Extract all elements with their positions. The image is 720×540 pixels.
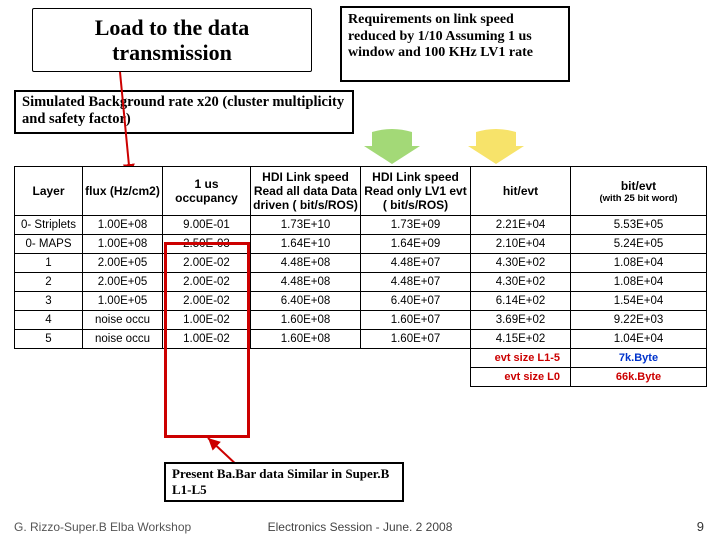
- table-header-row: Layer flux (Hz/cm2) 1 us occupancy HDI L…: [15, 167, 707, 216]
- cell-flux: noise occu: [83, 311, 163, 330]
- cell-hit: 3.69E+02: [471, 311, 571, 330]
- cell-link-all: 1.60E+08: [251, 330, 361, 349]
- cell-hit: 4.30E+02: [471, 254, 571, 273]
- cell-link-lv1: 1.64E+09: [361, 235, 471, 254]
- evt-label: evt size L0: [471, 368, 571, 387]
- cell-occ: 1.00E-02: [163, 330, 251, 349]
- table-row: 1 2.00E+05 2.00E-02 4.48E+08 4.48E+07 4.…: [15, 254, 707, 273]
- table-row: 4 noise occu 1.00E-02 1.60E+08 1.60E+07 …: [15, 311, 707, 330]
- cell-layer: 5: [15, 330, 83, 349]
- cell-bit: 9.22E+03: [571, 311, 707, 330]
- data-table: Layer flux (Hz/cm2) 1 us occupancy HDI L…: [14, 166, 707, 387]
- cell-link-lv1: 4.48E+07: [361, 254, 471, 273]
- cell-flux: 1.00E+08: [83, 216, 163, 235]
- cell-flux: 2.00E+05: [83, 273, 163, 292]
- cell-layer: 0- Striplets: [15, 216, 83, 235]
- cell-occ: 2.50E-03: [163, 235, 251, 254]
- cell-flux: 2.00E+05: [83, 254, 163, 273]
- col-bit-evt-main: bit/evt: [621, 179, 656, 193]
- cell-link-lv1: 4.48E+07: [361, 273, 471, 292]
- cell-flux: noise occu: [83, 330, 163, 349]
- cell-link-all: 1.60E+08: [251, 311, 361, 330]
- simulated-bg-box: Simulated Background rate x20 (cluster m…: [14, 90, 354, 134]
- cell-link-lv1: 1.73E+09: [361, 216, 471, 235]
- cell-bit: 1.04E+04: [571, 330, 707, 349]
- cell-occ: 2.00E-02: [163, 254, 251, 273]
- arrow-down-green-icon: [362, 128, 422, 166]
- col-link-all: HDI Link speed Read all data Data driven…: [251, 167, 361, 216]
- cell-layer: 4: [15, 311, 83, 330]
- evt-label: evt size L1-5: [471, 349, 571, 368]
- cell-link-all: 1.64E+10: [251, 235, 361, 254]
- evt-size-row: evt size L0 66k.Byte: [15, 368, 707, 387]
- arrow-down-yellow: [466, 128, 526, 166]
- cell-flux: 1.00E+05: [83, 292, 163, 311]
- col-flux: flux (Hz/cm2): [83, 167, 163, 216]
- title-text: Load to the data transmission: [33, 15, 311, 66]
- table-row: 0- MAPS 1.00E+08 2.50E-03 1.64E+10 1.64E…: [15, 235, 707, 254]
- col-bit-evt-sub: (with 25 bit word): [573, 193, 704, 204]
- cell-hit: 2.10E+04: [471, 235, 571, 254]
- cell-layer: 3: [15, 292, 83, 311]
- evt-value: 66k.Byte: [571, 368, 707, 387]
- requirements-box: Requirements on link speed reduced by 1/…: [340, 6, 570, 82]
- cell-bit: 5.53E+05: [571, 216, 707, 235]
- footer-session: Electronics Session - June. 2 2008: [0, 520, 720, 534]
- cell-bit: 1.08E+04: [571, 273, 707, 292]
- cell-link-all: 4.48E+08: [251, 254, 361, 273]
- cell-hit: 4.30E+02: [471, 273, 571, 292]
- cell-occ: 2.00E-02: [163, 273, 251, 292]
- evt-size-row: evt size L1-5 7k.Byte: [15, 349, 707, 368]
- present-data-text: Present Ba.Bar data Similar in Super.B L…: [172, 466, 389, 497]
- present-data-box: Present Ba.Bar data Similar in Super.B L…: [164, 462, 404, 502]
- evt-value: 7k.Byte: [571, 349, 707, 368]
- cell-hit: 2.21E+04: [471, 216, 571, 235]
- cell-occ: 2.00E-02: [163, 292, 251, 311]
- col-bit-evt: bit/evt (with 25 bit word): [571, 167, 707, 216]
- cell-occ: 9.00E-01: [163, 216, 251, 235]
- cell-hit: 4.15E+02: [471, 330, 571, 349]
- col-link-lv1: HDI Link speed Read only LV1 evt ( bit/s…: [361, 167, 471, 216]
- arrow-down-green: [362, 128, 422, 166]
- table-row: 0- Striplets 1.00E+08 9.00E-01 1.73E+10 …: [15, 216, 707, 235]
- cell-bit: 5.24E+05: [571, 235, 707, 254]
- simulated-bg-text: Simulated Background rate x20 (cluster m…: [22, 94, 344, 127]
- footer-page-number: 9: [697, 519, 704, 534]
- cell-link-lv1: 6.40E+07: [361, 292, 471, 311]
- arrow-down-yellow-icon: [466, 128, 526, 166]
- cell-layer: 2: [15, 273, 83, 292]
- col-occupancy: 1 us occupancy: [163, 167, 251, 216]
- col-hit-evt: hit/evt: [471, 167, 571, 216]
- table-row: 2 2.00E+05 2.00E-02 4.48E+08 4.48E+07 4.…: [15, 273, 707, 292]
- cell-link-lv1: 1.60E+07: [361, 311, 471, 330]
- table-row: 3 1.00E+05 2.00E-02 6.40E+08 6.40E+07 6.…: [15, 292, 707, 311]
- table-row: 5 noise occu 1.00E-02 1.60E+08 1.60E+07 …: [15, 330, 707, 349]
- cell-link-all: 4.48E+08: [251, 273, 361, 292]
- cell-layer: 0- MAPS: [15, 235, 83, 254]
- title-box: Load to the data transmission: [32, 8, 312, 72]
- requirements-text: Requirements on link speed reduced by 1/…: [348, 12, 533, 60]
- cell-link-all: 6.40E+08: [251, 292, 361, 311]
- cell-layer: 1: [15, 254, 83, 273]
- cell-occ: 1.00E-02: [163, 311, 251, 330]
- cell-flux: 1.00E+08: [83, 235, 163, 254]
- cell-hit: 6.14E+02: [471, 292, 571, 311]
- cell-bit: 1.54E+04: [571, 292, 707, 311]
- cell-link-lv1: 1.60E+07: [361, 330, 471, 349]
- table-body: 0- Striplets 1.00E+08 9.00E-01 1.73E+10 …: [15, 216, 707, 387]
- cell-bit: 1.08E+04: [571, 254, 707, 273]
- col-layer: Layer: [15, 167, 83, 216]
- cell-link-all: 1.73E+10: [251, 216, 361, 235]
